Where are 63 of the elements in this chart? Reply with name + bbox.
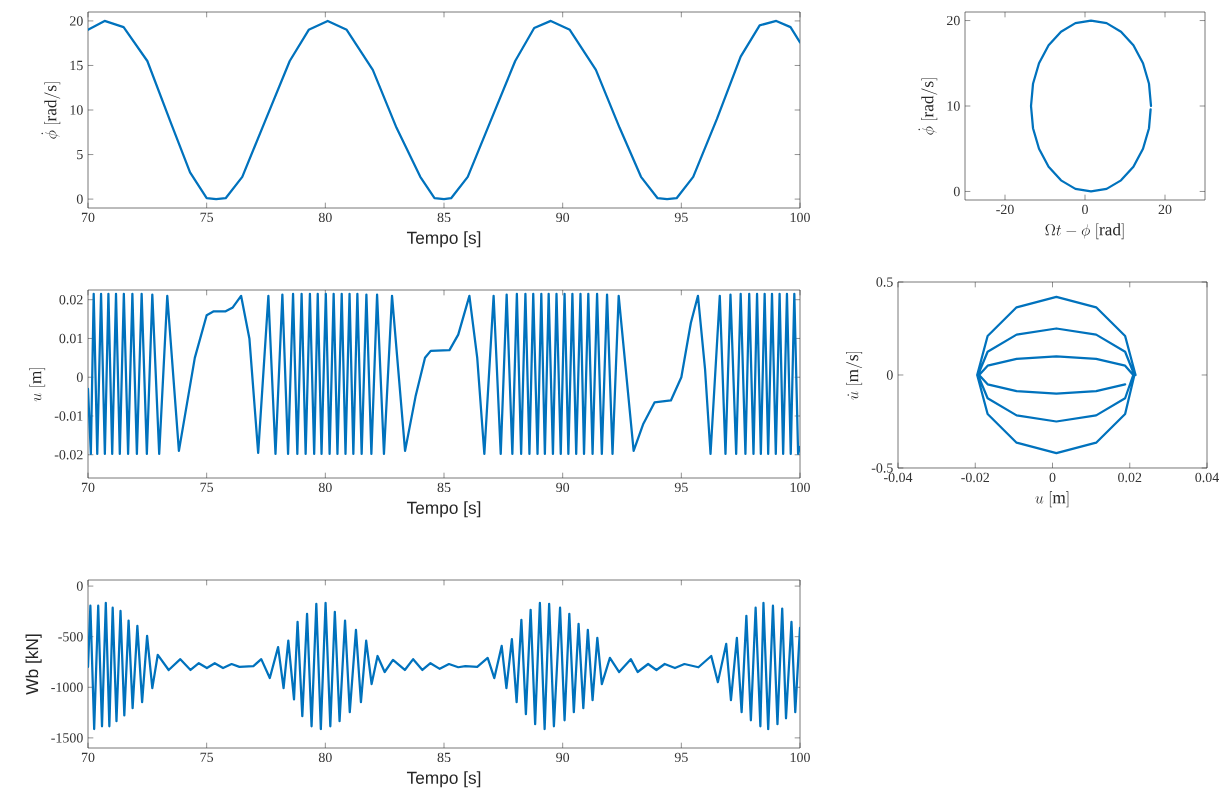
x-tick-label: 85 bbox=[437, 212, 451, 223]
line-series bbox=[88, 601, 801, 731]
y-tick-label: 0 bbox=[953, 186, 960, 197]
x-tick-label: 70 bbox=[81, 212, 95, 223]
x-tick-label: 95 bbox=[674, 752, 688, 763]
x-tick-label: 95 bbox=[674, 212, 688, 223]
y-axis-title: $\dot{\phi}\ \mathrm{[rad/s]}$ bbox=[918, 78, 938, 135]
y-tick-label: 0.5 bbox=[876, 277, 893, 287]
y-axis-title: $\dot{\phi}\ \mathrm{[rad/s]}$ bbox=[41, 82, 61, 139]
y-tick-label: 20 bbox=[69, 16, 83, 26]
x-tick-label: 70 bbox=[81, 752, 95, 763]
y-tick-label: 0 bbox=[76, 581, 83, 591]
x-tick-label: -20 bbox=[996, 204, 1014, 215]
x-tick-label: 0 bbox=[1082, 204, 1088, 215]
x-tick-label: 100 bbox=[790, 482, 810, 493]
x-tick-label: 85 bbox=[437, 752, 451, 763]
y-tick-label: -0.02 bbox=[54, 450, 83, 460]
y-tick-label: 0 bbox=[76, 194, 83, 204]
y-axis-title: $\dot{u}\ \mathrm{[m/s]}$ bbox=[846, 351, 863, 400]
x-tick-label: -0.02 bbox=[961, 472, 990, 483]
x-tick-label: 80 bbox=[318, 482, 332, 493]
y-axis-title: Wb [kN] bbox=[25, 634, 42, 695]
x-tick-label: 95 bbox=[674, 482, 688, 493]
x-tick-label: 0 bbox=[1049, 472, 1056, 483]
y-tick-label: 15 bbox=[70, 60, 83, 71]
y-tick-label: 0 bbox=[76, 372, 83, 382]
y-tick-label: -1000 bbox=[51, 682, 83, 692]
y-tick-label: 10 bbox=[70, 105, 83, 115]
x-tick-label: 80 bbox=[318, 212, 332, 223]
x-axis-title: $u\ \mathrm{[m]}$ bbox=[1035, 491, 1069, 508]
x-tick-label: 90 bbox=[556, 482, 570, 493]
x-tick-label: 100 bbox=[790, 752, 810, 763]
y-tick-label: -500 bbox=[58, 631, 83, 642]
y-tick-label: 10 bbox=[947, 101, 960, 111]
x-tick-label: 90 bbox=[556, 752, 570, 763]
x-axis-title: $\Omega t-\phi\ \mathrm{[rad]}$ bbox=[1045, 223, 1124, 240]
x-tick-label: 80 bbox=[318, 752, 332, 763]
y-tick-label: 20 bbox=[946, 15, 960, 26]
x-tick-label: 85 bbox=[437, 482, 451, 493]
y-tick-label: -0.5 bbox=[871, 463, 893, 473]
y-tick-label: 0.01 bbox=[59, 333, 83, 344]
y-tick-label: -1500 bbox=[51, 733, 83, 743]
y-axis-title: $u\ \mathrm{[m]}$ bbox=[29, 368, 46, 402]
x-tick-label: -0.04 bbox=[884, 472, 913, 483]
line-series bbox=[1029, 19, 1153, 193]
x-axis-title: Tempo [s] bbox=[406, 771, 481, 788]
y-tick-label: 0.02 bbox=[59, 294, 83, 305]
x-tick-label: 75 bbox=[200, 752, 214, 762]
x-tick-label: 70 bbox=[81, 482, 95, 493]
x-tick-label: 75 bbox=[200, 212, 214, 222]
x-tick-label: 0.04 bbox=[1195, 472, 1219, 483]
x-tick-label: 100 bbox=[790, 212, 810, 223]
x-tick-label: 75 bbox=[200, 482, 214, 492]
x-axis-title: Tempo [s] bbox=[406, 231, 481, 248]
line-series bbox=[88, 292, 801, 456]
y-tick-label: -0.01 bbox=[54, 411, 83, 421]
x-axis-title: Tempo [s] bbox=[406, 501, 481, 518]
y-tick-label: 0 bbox=[886, 370, 893, 380]
line-series bbox=[976, 295, 1137, 455]
x-tick-label: 90 bbox=[556, 212, 570, 223]
y-tick-label: 5 bbox=[77, 149, 83, 160]
x-tick-label: 0.02 bbox=[1118, 472, 1142, 483]
x-tick-label: 20 bbox=[1158, 204, 1172, 215]
